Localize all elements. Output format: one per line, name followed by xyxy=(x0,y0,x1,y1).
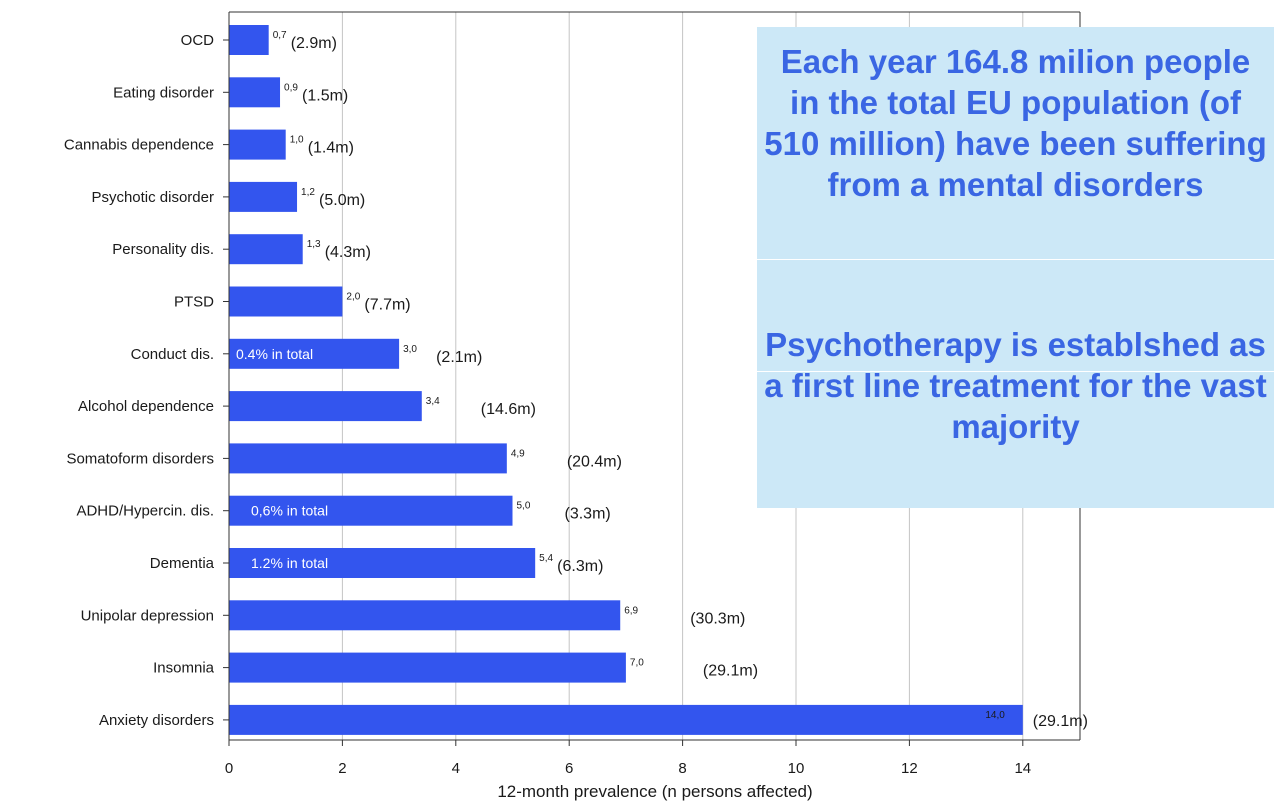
category-label: Psychotic disorder xyxy=(91,189,214,206)
bar xyxy=(229,652,626,683)
persons-affected-label: (7.7m) xyxy=(364,297,410,314)
value-label: 5,4 xyxy=(539,553,553,564)
x-tick-label: 6 xyxy=(565,760,573,777)
persons-affected-label: (14.6m) xyxy=(481,401,536,418)
in-bar-note: 0.4% in total xyxy=(236,346,313,362)
x-tick-label: 8 xyxy=(678,760,686,777)
persons-affected-label: (1.4m) xyxy=(308,140,354,157)
bar xyxy=(229,443,507,474)
value-label: 2,0 xyxy=(346,292,360,303)
category-label: Dementia xyxy=(150,555,215,572)
info-box-separator xyxy=(757,371,1274,372)
persons-affected-label: (30.3m) xyxy=(690,610,745,627)
bar xyxy=(229,338,400,369)
x-tick-label: 14 xyxy=(1014,760,1031,777)
category-label: Cannabis dependence xyxy=(64,137,214,154)
bar xyxy=(229,129,286,160)
persons-affected-label: (20.4m) xyxy=(567,453,622,470)
category-label: Anxiety disorders xyxy=(99,712,214,729)
x-tick-label: 4 xyxy=(452,760,460,777)
info-paragraph-prevalence: Each year 164.8 milion people in the tot… xyxy=(764,43,1267,203)
bar xyxy=(229,77,281,108)
value-label: 6,9 xyxy=(624,605,638,616)
x-tick-label: 10 xyxy=(788,760,805,777)
value-label: 5,0 xyxy=(517,501,531,512)
value-label: 0,7 xyxy=(273,30,287,41)
persons-affected-label: (2.9m) xyxy=(291,35,337,52)
bar xyxy=(229,286,343,317)
bar xyxy=(229,600,621,631)
x-tick-label: 0 xyxy=(225,760,233,777)
category-label: Eating disorder xyxy=(113,84,214,101)
info-box: Each year 164.8 milion people in the tot… xyxy=(757,27,1274,508)
info-box-separator xyxy=(757,259,1274,260)
bar xyxy=(229,25,269,55)
bar xyxy=(229,548,536,578)
category-label: Personality dis. xyxy=(112,241,214,258)
category-label: ADHD/Hypercin. dis. xyxy=(76,503,214,520)
in-bar-note: 1.2% in total xyxy=(251,555,328,571)
value-label: 1,3 xyxy=(307,239,321,250)
persons-affected-label: (2.1m) xyxy=(436,349,482,366)
persons-affected-label: (3.3m) xyxy=(565,506,611,523)
category-label: PTSD xyxy=(174,294,214,311)
persons-affected-label: (1.5m) xyxy=(302,87,348,104)
bar xyxy=(229,181,298,212)
x-axis-label: 12-month prevalence (n persons affected) xyxy=(497,782,812,801)
category-label: Unipolar depression xyxy=(81,607,214,624)
persons-affected-label: (29.1m) xyxy=(703,663,758,680)
category-label: Insomnia xyxy=(153,660,215,677)
bar xyxy=(229,704,1023,735)
bar xyxy=(229,495,513,526)
category-label: OCD xyxy=(181,32,215,49)
value-label: 4,9 xyxy=(511,448,525,459)
category-label: Alcohol dependence xyxy=(78,398,214,415)
bar xyxy=(229,391,422,422)
value-label: 1,2 xyxy=(301,187,315,198)
value-label: 0,9 xyxy=(284,82,298,93)
labels: 0 2 4 6 8 10 12 14 OCD 0,7 (2.9m) Eating disorder 0,… xyxy=(64,30,1088,777)
category-label: Conduct dis. xyxy=(131,346,214,363)
x-tick-label: 12 xyxy=(901,760,918,777)
category-label: Somatoform disorders xyxy=(66,450,214,467)
bar xyxy=(229,234,303,265)
value-label: 14,0 xyxy=(985,710,1005,721)
bars xyxy=(229,25,1023,735)
value-label: 7,0 xyxy=(630,658,644,669)
persons-affected-label: (5.0m) xyxy=(319,192,365,209)
persons-affected-label: (6.3m) xyxy=(557,558,603,575)
in-bar-note: 0,6% in total xyxy=(251,503,328,519)
info-paragraph-psychotherapy: Psychotherapy is establshed as a first l… xyxy=(764,326,1267,445)
value-label: 1,0 xyxy=(290,135,304,146)
persons-affected-label: (29.1m) xyxy=(1033,713,1088,730)
value-label: 3,4 xyxy=(426,396,440,407)
x-tick-label: 2 xyxy=(338,760,346,777)
persons-affected-label: (4.3m) xyxy=(325,244,371,261)
value-label: 3,0 xyxy=(403,344,417,355)
